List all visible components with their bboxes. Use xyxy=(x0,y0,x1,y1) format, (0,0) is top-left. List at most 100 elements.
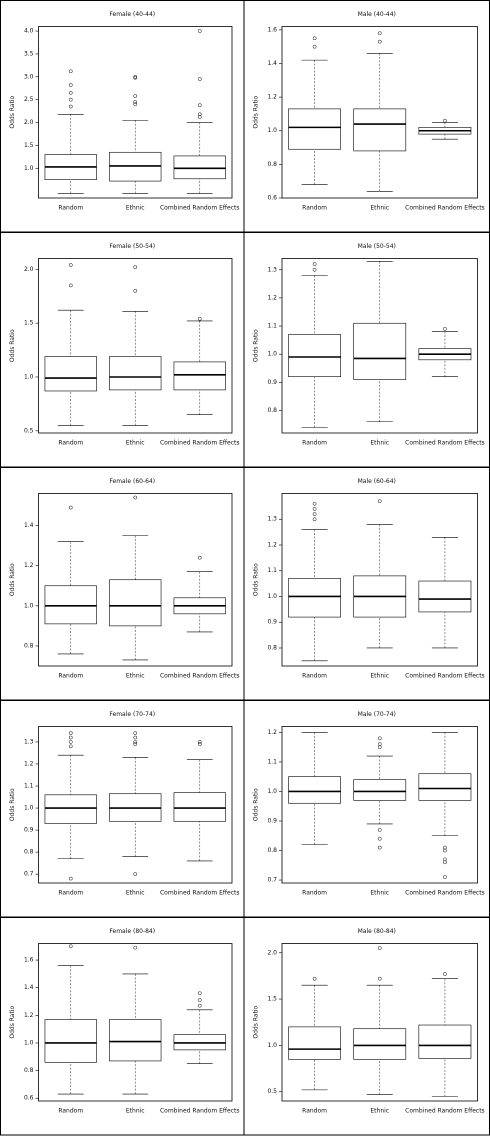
outlier xyxy=(443,118,447,123)
outlier xyxy=(133,735,138,740)
outlier xyxy=(133,945,138,950)
outlier xyxy=(133,288,138,293)
chart-title: Male (60-64) xyxy=(358,478,396,485)
outlier xyxy=(312,36,317,41)
box xyxy=(418,1024,472,1059)
y-tick-label: 1.1 xyxy=(267,758,277,765)
box xyxy=(44,585,97,625)
y-tick-label: 1.1 xyxy=(267,323,277,330)
outlier xyxy=(197,29,202,33)
outlier xyxy=(133,740,138,744)
x-tick-label: Ethnic xyxy=(370,205,389,212)
box xyxy=(288,334,341,378)
y-axis-label: Odds Ratio xyxy=(253,96,260,129)
outlier xyxy=(68,90,73,95)
y-tick-label: 2.0 xyxy=(24,266,34,273)
box xyxy=(288,1026,341,1060)
y-tick-label: 1.2 xyxy=(24,1012,34,1019)
x-tick-label: Combined Random Effects xyxy=(405,1108,485,1115)
y-tick-label: 1.0 xyxy=(267,351,277,358)
plot-frame xyxy=(281,943,478,1102)
outlier xyxy=(197,998,202,1002)
y-tick-label: 0.9 xyxy=(267,619,277,626)
x-tick-label: Random xyxy=(58,440,83,447)
y-tick-label: 0.5 xyxy=(24,427,34,434)
outlier xyxy=(377,976,382,981)
outlier xyxy=(377,39,382,44)
outlier xyxy=(68,283,73,288)
outlier xyxy=(312,262,317,266)
x-tick-label: Ethnic xyxy=(126,673,145,680)
plot-frame xyxy=(38,26,233,199)
outlier xyxy=(133,100,138,104)
y-tick-label: 0.8 xyxy=(267,161,277,168)
outlier xyxy=(312,512,317,516)
y-tick-label: 1.0 xyxy=(24,602,34,609)
y-tick-label: 1.0 xyxy=(267,127,277,134)
y-tick-label: 2.5 xyxy=(24,96,34,103)
outlier xyxy=(443,327,447,331)
outlier xyxy=(377,736,382,741)
x-tick-label: Ethnic xyxy=(126,890,145,897)
plot-frame xyxy=(38,258,233,434)
y-tick-label: 1.2 xyxy=(24,562,34,569)
plot-frame xyxy=(281,726,478,884)
x-tick-label: Random xyxy=(58,673,83,680)
outlier xyxy=(68,735,73,740)
outlier xyxy=(133,102,138,107)
y-tick-label: 1.2 xyxy=(267,294,277,301)
y-axis-label: Odds Ratio xyxy=(253,788,260,821)
outlier xyxy=(443,860,447,865)
box xyxy=(288,776,341,804)
plot-frame xyxy=(281,493,478,667)
y-tick-label: 2.0 xyxy=(24,119,34,126)
y-tick-label: 1.0 xyxy=(24,165,34,172)
y-tick-label: 0.8 xyxy=(267,407,277,414)
box xyxy=(353,322,407,380)
outlier xyxy=(197,103,202,108)
box xyxy=(288,108,341,150)
x-tick-label: Combined Random Effects xyxy=(160,1108,240,1115)
outlier xyxy=(68,744,73,749)
outlier xyxy=(197,1003,202,1008)
outlier xyxy=(133,74,138,79)
y-axis-label: Odds Ratio xyxy=(9,1006,16,1039)
outlier xyxy=(377,499,382,504)
panel-border xyxy=(243,700,490,918)
outlier xyxy=(68,69,73,74)
box xyxy=(418,580,472,613)
y-tick-label: 2.0 xyxy=(267,949,277,956)
plot-frame xyxy=(38,493,233,667)
y-tick-label: 3.5 xyxy=(24,50,34,57)
y-axis-label: Odds Ratio xyxy=(9,563,16,596)
outlier xyxy=(68,263,73,267)
outlier xyxy=(443,972,447,976)
x-tick-label: Combined Random Effects xyxy=(160,673,240,680)
outlier xyxy=(377,31,382,36)
chart-title: Male (50-54) xyxy=(358,243,396,250)
x-tick-label: Random xyxy=(302,890,327,897)
plot-frame xyxy=(281,26,478,199)
x-tick-label: Combined Random Effects xyxy=(405,205,485,212)
y-tick-label: 0.8 xyxy=(267,644,277,651)
outlier xyxy=(197,991,202,996)
x-tick-label: Ethnic xyxy=(370,440,389,447)
outlier xyxy=(133,94,138,98)
y-tick-label: 1.5 xyxy=(267,996,277,1003)
y-tick-label: 1.1 xyxy=(24,783,34,790)
outlier xyxy=(133,265,138,269)
y-tick-label: 1.2 xyxy=(267,729,277,736)
box xyxy=(418,773,472,801)
y-tick-label: 0.8 xyxy=(267,847,277,854)
outlier xyxy=(377,946,382,950)
x-tick-label: Ethnic xyxy=(126,1108,145,1115)
x-tick-label: Combined Random Effects xyxy=(405,890,485,897)
y-tick-label: 1.4 xyxy=(24,522,34,529)
outlier xyxy=(443,848,447,853)
y-tick-label: 0.8 xyxy=(24,1067,34,1074)
y-tick-label: 0.8 xyxy=(24,642,34,649)
outlier xyxy=(197,316,202,321)
outlier xyxy=(197,77,202,81)
outlier xyxy=(377,845,382,850)
